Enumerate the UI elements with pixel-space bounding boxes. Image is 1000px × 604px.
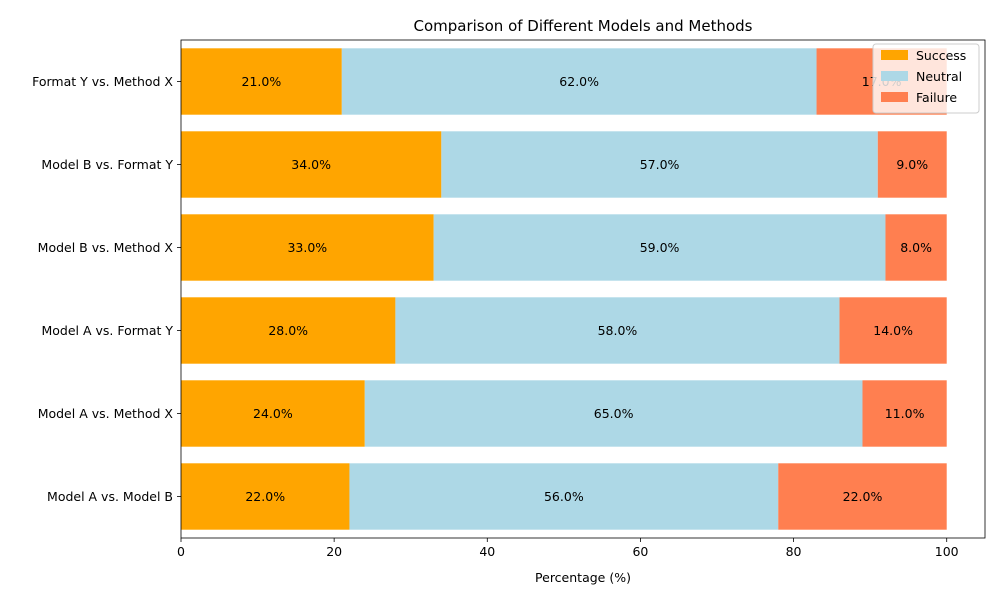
legend-label-neutral: Neutral: [916, 69, 962, 84]
x-tick-label: 60: [632, 544, 648, 559]
legend-swatch-failure: [881, 92, 908, 102]
bar-label-success-4: 34.0%: [291, 157, 331, 172]
bar-label-failure-4: 9.0%: [896, 157, 928, 172]
bar-label-neutral-3: 59.0%: [640, 240, 680, 255]
bar-label-success-0: 22.0%: [245, 489, 285, 504]
bar-neutral-2: [395, 297, 840, 364]
y-tick-label: Model A vs. Format Y: [41, 323, 173, 338]
bar-failure-1: [862, 380, 947, 447]
bar-failure-4: [877, 131, 947, 198]
y-tick-label: Format Y vs. Method X: [32, 74, 173, 89]
bar-label-success-2: 28.0%: [268, 323, 308, 338]
bar-success-5: [181, 48, 342, 115]
bar-labels-group: 22.0% 56.0% 22.0% 24.0% 65.0% 11.0% 28.0% 58.0%…: [242, 74, 933, 504]
bar-label-neutral-4: 57.0%: [640, 157, 680, 172]
bar-label-neutral-0: 56.0%: [544, 489, 584, 504]
bar-label-neutral-5: 62.0%: [559, 74, 599, 89]
bar-neutral-0: [349, 463, 779, 530]
bar-label-success-1: 24.0%: [253, 406, 293, 421]
legend: Success Neutral Failure: [872, 43, 980, 114]
bar-label-failure-1: 11.0%: [885, 406, 925, 421]
axes-group: Model A vs. Model B Model A vs. Method X M…: [32, 39, 986, 559]
bar-label-neutral-1: 65.0%: [594, 406, 634, 421]
bar-neutral-4: [441, 131, 878, 198]
bar-success-4: [181, 131, 442, 198]
bar-success-1: [181, 380, 365, 447]
bar-label-failure-0: 22.0%: [843, 489, 883, 504]
plot-frame: [180, 39, 986, 539]
y-tick-label: Model A vs. Model B: [47, 489, 173, 504]
legend-label-failure: Failure: [916, 90, 957, 105]
bar-label-success-3: 33.0%: [287, 240, 327, 255]
bar-failure-0: [778, 463, 947, 530]
y-tick-label: Model A vs. Method X: [38, 406, 174, 421]
bar-label-failure-3: 8.0%: [900, 240, 932, 255]
x-tick-label: 40: [479, 544, 495, 559]
x-axis-label: Percentage (%): [535, 570, 631, 585]
x-tick-label: 80: [786, 544, 802, 559]
bar-neutral-3: [433, 214, 886, 281]
bar-label-success-5: 21.0%: [242, 74, 282, 89]
bar-success-3: [181, 214, 434, 281]
chart-title: Comparison of Different Models and Metho…: [414, 17, 753, 35]
bar-failure-2: [839, 297, 947, 364]
y-tick-label: Model B vs. Method X: [38, 240, 174, 255]
bars-group: [181, 48, 947, 530]
bar-failure-3: [885, 214, 947, 281]
x-tick-label: 100: [935, 544, 959, 559]
x-tick-label: 0: [177, 544, 185, 559]
legend-label-success: Success: [916, 48, 966, 63]
bar-label-neutral-2: 58.0%: [598, 323, 638, 338]
bar-label-failure-2: 14.0%: [873, 323, 913, 338]
legend-swatch-neutral: [881, 71, 908, 81]
y-tick-label: Model B vs. Format Y: [41, 157, 173, 172]
bar-success-2: [181, 297, 396, 364]
legend-swatch-success: [881, 50, 908, 60]
bar-neutral-1: [364, 380, 863, 447]
x-tick-label: 20: [326, 544, 342, 559]
bar-neutral-5: [341, 48, 817, 115]
bar-success-0: [181, 463, 350, 530]
